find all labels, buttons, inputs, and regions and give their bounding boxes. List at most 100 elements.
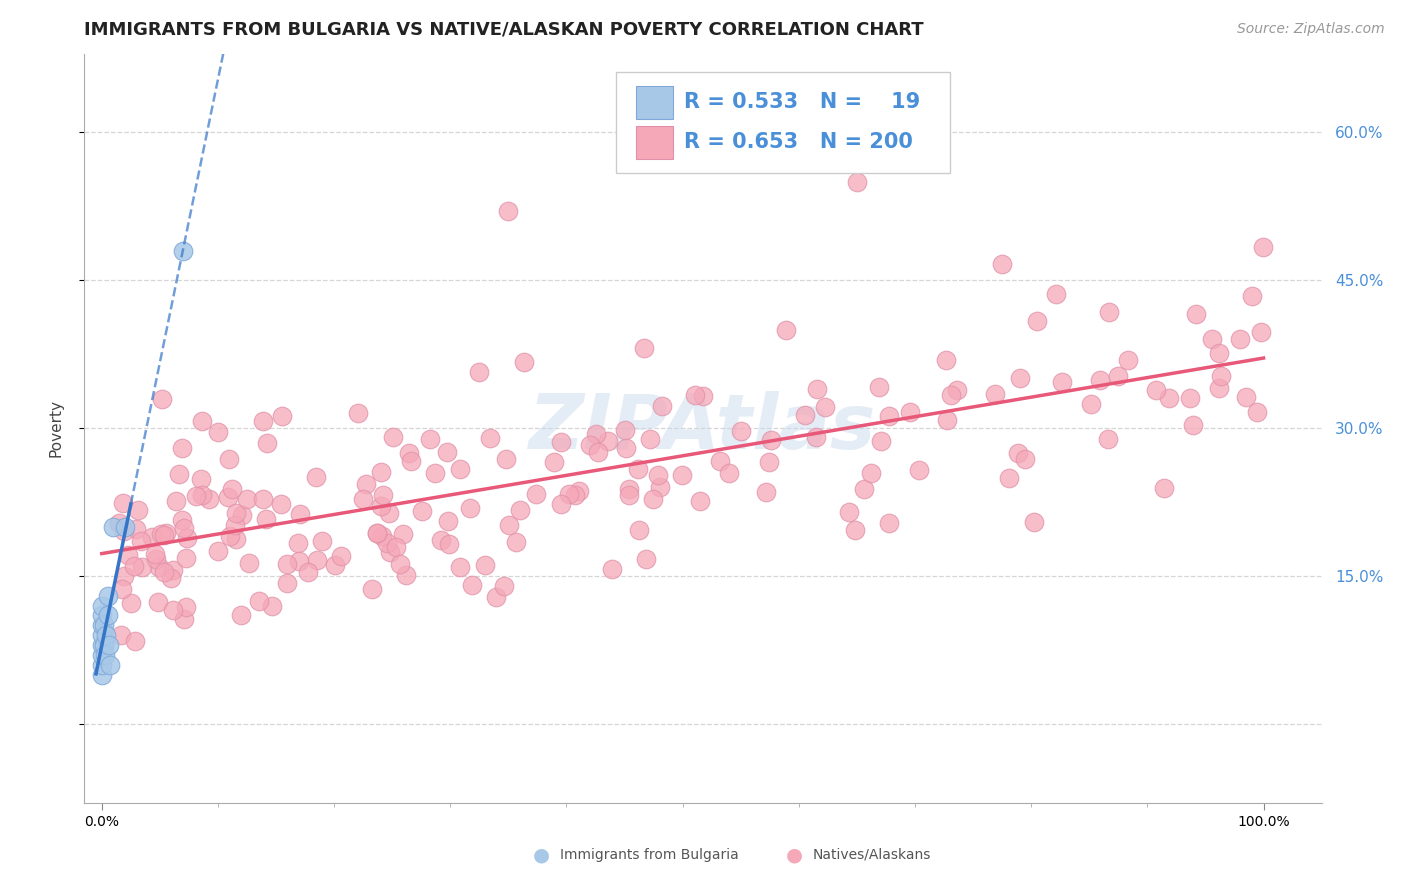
Point: [449, 560, 471, 574]
Point: [370, 529, 392, 543]
Point: [330, 549, 353, 563]
Point: [153, 527, 176, 541]
Point: [1209, 369, 1232, 384]
Point: [1097, 432, 1119, 446]
Point: [90, 638, 112, 652]
Point: [683, 388, 706, 402]
Point: [838, 504, 860, 518]
Point: [1045, 287, 1067, 301]
Point: [97, 589, 120, 603]
Point: [775, 323, 797, 337]
Point: [495, 451, 517, 466]
Point: [1080, 396, 1102, 410]
Point: [616, 441, 638, 455]
Point: [110, 582, 132, 597]
Point: [90, 599, 112, 613]
Point: [117, 548, 139, 562]
Point: [478, 431, 501, 445]
Point: [90, 648, 112, 662]
Point: [437, 514, 460, 528]
Point: [585, 426, 607, 441]
Point: [276, 575, 298, 590]
Point: [628, 523, 651, 537]
Point: [173, 612, 195, 626]
Point: [494, 579, 516, 593]
Point: [617, 488, 640, 502]
Point: [231, 508, 253, 523]
Point: [1185, 307, 1208, 321]
Point: [131, 559, 153, 574]
Point: [167, 467, 190, 482]
Point: [238, 556, 260, 570]
Point: [1007, 446, 1029, 460]
Point: [1159, 391, 1181, 405]
Point: [191, 487, 214, 501]
Point: [419, 432, 441, 446]
Point: [366, 525, 388, 540]
Point: [111, 496, 134, 510]
Point: [730, 424, 752, 438]
Point: [271, 409, 294, 423]
Text: IMMIGRANTS FROM BULGARIA VS NATIVE/ALASKAN POVERTY CORRELATION CHART: IMMIGRANTS FROM BULGARIA VS NATIVE/ALASK…: [84, 21, 924, 38]
Text: R = 0.653   N = 200: R = 0.653 N = 200: [685, 132, 914, 152]
Point: [1251, 240, 1274, 254]
Point: [377, 506, 399, 520]
Point: [198, 491, 221, 506]
Point: [505, 535, 527, 549]
Point: [461, 578, 484, 592]
Point: [125, 522, 148, 536]
Point: [262, 599, 284, 614]
Point: [991, 258, 1014, 272]
Text: Natives/Alaskans: Natives/Alaskans: [813, 847, 931, 862]
Point: [236, 492, 259, 507]
Text: R = 0.533   N =    19: R = 0.533 N = 19: [685, 92, 921, 112]
Point: [93, 638, 115, 652]
Point: [93, 618, 115, 632]
Point: [398, 446, 420, 460]
Point: [120, 596, 142, 610]
Point: [640, 433, 662, 447]
Point: [1234, 390, 1257, 404]
Point: [671, 467, 693, 482]
Point: [509, 502, 531, 516]
Point: [806, 382, 828, 396]
Point: [1208, 381, 1230, 395]
Point: [898, 405, 921, 419]
Point: [287, 536, 309, 550]
Point: [485, 590, 508, 604]
Point: [1208, 345, 1230, 359]
Point: [692, 389, 714, 403]
Point: [939, 388, 962, 402]
Point: [689, 494, 711, 508]
Point: [425, 466, 447, 480]
Point: [1118, 352, 1140, 367]
Point: [1107, 369, 1129, 384]
Point: [1153, 481, 1175, 495]
Point: [94, 648, 117, 662]
Point: [1026, 314, 1049, 328]
Point: [191, 414, 214, 428]
Point: [297, 565, 319, 579]
Point: [370, 499, 392, 513]
Point: [385, 541, 408, 555]
Point: [352, 491, 374, 506]
Point: [543, 455, 565, 469]
Point: [148, 560, 170, 574]
Point: [252, 414, 274, 428]
Point: [759, 434, 782, 448]
Point: [853, 482, 876, 496]
Point: [844, 523, 866, 537]
Point: [1014, 451, 1036, 466]
Point: [718, 467, 741, 481]
Point: [90, 628, 112, 642]
Point: [124, 633, 146, 648]
Point: [804, 430, 827, 444]
Point: [709, 454, 731, 468]
Point: [998, 470, 1021, 484]
Point: [207, 425, 229, 439]
Point: [90, 667, 112, 681]
Point: [868, 380, 890, 394]
Point: [984, 387, 1007, 401]
Point: [347, 406, 370, 420]
Point: [323, 558, 346, 572]
